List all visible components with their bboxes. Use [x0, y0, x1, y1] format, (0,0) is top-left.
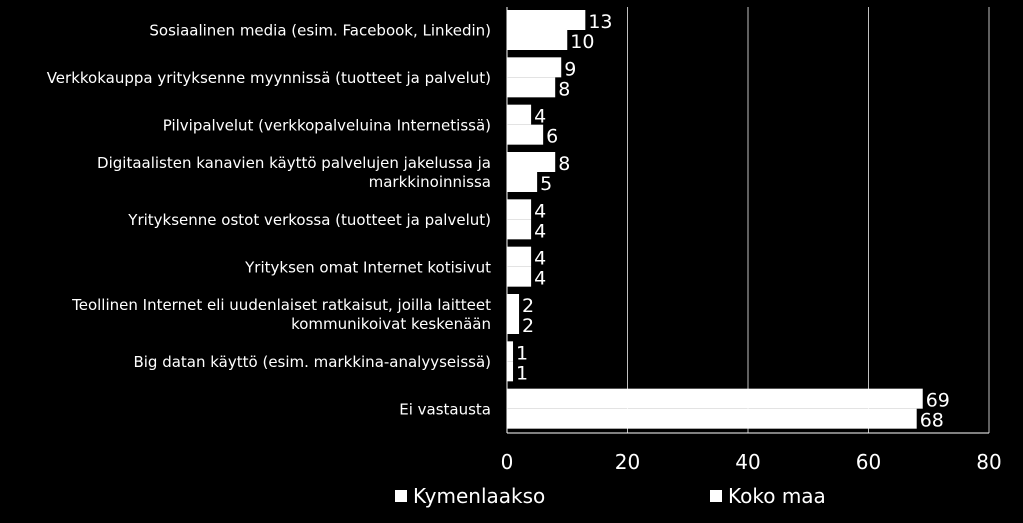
bar-kymenlaakso-8	[507, 388, 923, 409]
data-label-kymenlaakso-0: 13	[588, 11, 612, 33]
x-tick-label-0: 0	[501, 450, 514, 474]
legend-label-koko-maa: Koko maa	[728, 484, 826, 508]
x-tick-label-1: 20	[615, 450, 640, 474]
bar-kymenlaakso-1	[507, 57, 562, 78]
legend: Kymenlaakso Koko maa	[0, 484, 1023, 514]
category-label-7: Big datan käyttö (esim. markkina-analyys…	[133, 353, 491, 371]
data-label-kymenlaakso-4: 4	[534, 200, 546, 222]
legend-label-kymenlaakso: Kymenlaakso	[413, 484, 546, 508]
bar-koko-maa-6	[507, 314, 520, 334]
category-label-1: Verkkokauppa yrityksenne myynnissä (tuot…	[47, 69, 491, 87]
legend-swatch-kymenlaakso	[395, 490, 407, 502]
bar-koko-maa-2	[507, 124, 544, 145]
data-label-koko-maa-2: 6	[546, 126, 558, 148]
bar-koko-maa-1	[507, 77, 556, 98]
category-label-4: Yrityksenne ostot verkossa (tuotteet ja …	[127, 211, 491, 229]
bar-koko-maa-8	[507, 408, 917, 429]
bar-kymenlaakso-6	[507, 294, 520, 314]
x-tick-label-2: 40	[735, 450, 760, 474]
data-label-koko-maa-8: 68	[920, 410, 944, 432]
bar-kymenlaakso-7	[507, 341, 514, 362]
data-label-koko-maa-6: 2	[522, 315, 534, 337]
bar-kymenlaakso-0	[507, 10, 586, 30]
data-label-kymenlaakso-6: 2	[522, 295, 534, 317]
data-label-kymenlaakso-5: 4	[534, 248, 546, 270]
data-label-koko-maa-0: 10	[570, 31, 594, 53]
data-label-koko-maa-1: 8	[558, 78, 570, 100]
bar-koko-maa-7	[507, 361, 514, 382]
data-label-koko-maa-7: 1	[516, 362, 528, 384]
category-label-5: Yrityksen omat Internet kotisivut	[244, 258, 491, 276]
bar-koko-maa-5	[507, 266, 532, 287]
data-label-koko-maa-3: 5	[540, 173, 552, 195]
category-label-6: Teollinen Internet eli uudenlaiset ratka…	[71, 296, 491, 333]
x-tick-label-3: 60	[856, 450, 881, 474]
bar-koko-maa-0	[507, 30, 568, 50]
data-label-kymenlaakso-1: 9	[564, 58, 576, 80]
bar-kymenlaakso-5	[507, 246, 532, 267]
category-label-0: Sosiaalinen media (esim. Facebook, Linke…	[149, 22, 491, 40]
data-label-kymenlaakso-2: 4	[534, 106, 546, 128]
category-label-8: Ei vastausta	[399, 400, 491, 418]
bar-kymenlaakso-2	[507, 104, 532, 125]
data-label-koko-maa-4: 4	[534, 220, 546, 242]
category-label-3: Digitaalisten kanavien käyttö palvelujen…	[97, 154, 491, 191]
x-tick-label-4: 80	[976, 450, 1001, 474]
data-label-kymenlaakso-8: 69	[926, 390, 950, 412]
data-label-koko-maa-5: 4	[534, 268, 546, 290]
category-label-2: Pilvipalvelut (verkkopalveluina Internet…	[163, 116, 491, 134]
data-label-kymenlaakso-3: 8	[558, 153, 570, 175]
bar-kymenlaakso-3	[507, 152, 556, 172]
data-label-kymenlaakso-7: 1	[516, 342, 528, 364]
bar-kymenlaakso-4	[507, 199, 532, 220]
legend-item-koko-maa: Koko maa	[710, 484, 826, 508]
legend-swatch-koko-maa	[710, 490, 722, 502]
bar-koko-maa-3	[507, 172, 538, 192]
legend-item-kymenlaakso: Kymenlaakso	[395, 484, 545, 508]
bar-koko-maa-4	[507, 219, 532, 240]
